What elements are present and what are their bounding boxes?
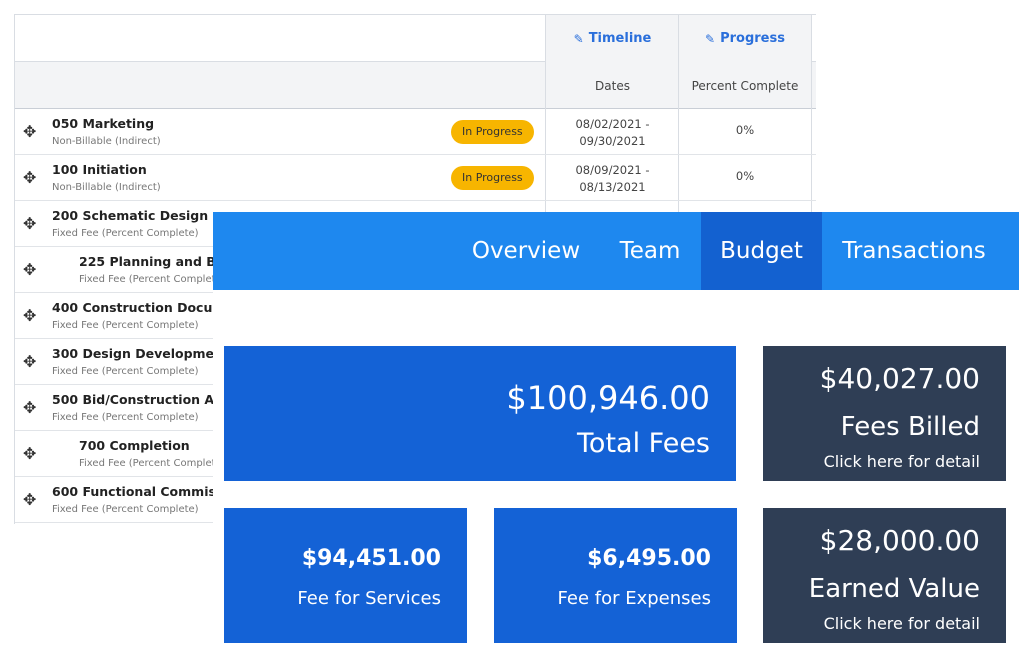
move-icon[interactable]: ✥ bbox=[23, 122, 37, 141]
fees-billed-card[interactable]: $40,027.00 Fees Billed Click here for de… bbox=[763, 346, 1006, 481]
phase-row[interactable]: ✥ 050 Marketing Non-Billable (Indirect) … bbox=[15, 109, 816, 155]
phase-billing-type: Non-Billable (Indirect) bbox=[52, 136, 161, 147]
phase-dates: 08/02/2021 - 09/30/2021 bbox=[575, 117, 650, 148]
phase-row[interactable]: ✥ 100 Initiation Non-Billable (Indirect)… bbox=[15, 155, 816, 201]
move-icon[interactable]: ✥ bbox=[23, 260, 37, 279]
phase-billing-type: Fixed Fee (Percent Complete bbox=[79, 458, 222, 469]
earned-value-amount: $28,000.00 bbox=[819, 524, 980, 557]
phase-billing-type: Fixed Fee (Percent Complete) bbox=[52, 412, 199, 423]
dates-subheader: Dates bbox=[595, 78, 630, 93]
table-subheader-row: Dates Percent Complete bbox=[15, 62, 816, 109]
phase-billing-type: Fixed Fee (Percent Complete) bbox=[52, 228, 199, 239]
phase-billing-type: Fixed Fee (Percent Complete) bbox=[52, 320, 199, 331]
move-icon[interactable]: ✥ bbox=[23, 398, 37, 417]
phase-percent: 0% bbox=[735, 169, 755, 183]
move-icon[interactable]: ✥ bbox=[23, 444, 37, 463]
tab-team[interactable]: Team bbox=[619, 238, 681, 264]
earned-value-label: Earned Value bbox=[808, 574, 980, 604]
phase-billing-type: Fixed Fee (Percent Complete) bbox=[52, 366, 199, 377]
fees-billed-label: Fees Billed bbox=[840, 412, 980, 442]
phase-name[interactable]: 400 Construction Docume bbox=[52, 300, 234, 315]
fee-for-expenses-amount: $6,495.00 bbox=[587, 546, 711, 571]
fees-billed-amount: $40,027.00 bbox=[819, 362, 980, 395]
total-fees-amount: $100,946.00 bbox=[506, 379, 710, 417]
budget-panel: Overview Team Budget Transactions $100,9… bbox=[213, 212, 1024, 659]
phase-name[interactable]: 500 Bid/Construction Adm bbox=[52, 392, 237, 407]
total-fees-label: Total Fees bbox=[577, 428, 710, 459]
fee-for-services-amount: $94,451.00 bbox=[301, 546, 441, 571]
phase-billing-type: Fixed Fee (Percent Complete bbox=[79, 274, 222, 285]
earned-value-detail-link[interactable]: Click here for detail bbox=[823, 614, 980, 633]
phase-percent: 0% bbox=[735, 123, 755, 137]
tab-transactions[interactable]: Transactions bbox=[842, 238, 986, 264]
move-icon[interactable]: ✥ bbox=[23, 168, 37, 187]
move-icon[interactable]: ✥ bbox=[23, 306, 37, 325]
move-icon[interactable]: ✥ bbox=[23, 214, 37, 233]
status-badge: In Progress bbox=[451, 166, 534, 190]
phase-dates: 08/09/2021 - 08/13/2021 bbox=[575, 163, 650, 194]
fee-for-services-card[interactable]: $94,451.00 Fee for Services bbox=[224, 508, 467, 643]
status-badge: In Progress bbox=[451, 120, 534, 144]
fees-billed-detail-link[interactable]: Click here for detail bbox=[823, 452, 980, 471]
phase-name[interactable]: 200 Schematic Design bbox=[52, 208, 209, 223]
fee-for-expenses-label: Fee for Expenses bbox=[557, 588, 711, 609]
percent-complete-subheader: Percent Complete bbox=[691, 78, 799, 93]
phase-billing-type: Fixed Fee (Percent Complete) bbox=[52, 504, 199, 515]
total-fees-card[interactable]: $100,946.00 Total Fees bbox=[224, 346, 736, 481]
table-header-row: ✎ Timeline ✎ Progress bbox=[15, 15, 816, 62]
phase-name[interactable]: 300 Design Development bbox=[52, 346, 229, 361]
phase-name[interactable]: 600 Functional Commissi bbox=[52, 484, 228, 499]
phase-name[interactable]: 225 Planning and Blu bbox=[79, 254, 229, 269]
phase-name[interactable]: 100 Initiation bbox=[52, 162, 147, 177]
phase-name[interactable]: 700 Completion bbox=[79, 438, 190, 453]
move-icon[interactable]: ✥ bbox=[23, 352, 37, 371]
fee-for-services-label: Fee for Services bbox=[297, 588, 441, 609]
project-tab-bar: Overview Team Budget Transactions bbox=[213, 212, 1019, 290]
phase-billing-type: Non-Billable (Indirect) bbox=[52, 182, 161, 193]
earned-value-card[interactable]: $28,000.00 Earned Value Click here for d… bbox=[763, 508, 1006, 643]
progress-column-header[interactable]: ✎ Progress bbox=[679, 15, 811, 62]
move-icon[interactable]: ✥ bbox=[23, 490, 37, 509]
timeline-column-header[interactable]: ✎ Timeline bbox=[546, 15, 679, 62]
tab-budget[interactable]: Budget bbox=[701, 212, 822, 290]
fee-for-expenses-card[interactable]: $6,495.00 Fee for Expenses bbox=[494, 508, 737, 643]
tab-overview[interactable]: Overview bbox=[471, 238, 581, 264]
phase-name[interactable]: 050 Marketing bbox=[52, 116, 155, 131]
edit-icon: ✎ bbox=[705, 31, 716, 46]
edit-icon: ✎ bbox=[573, 31, 584, 46]
